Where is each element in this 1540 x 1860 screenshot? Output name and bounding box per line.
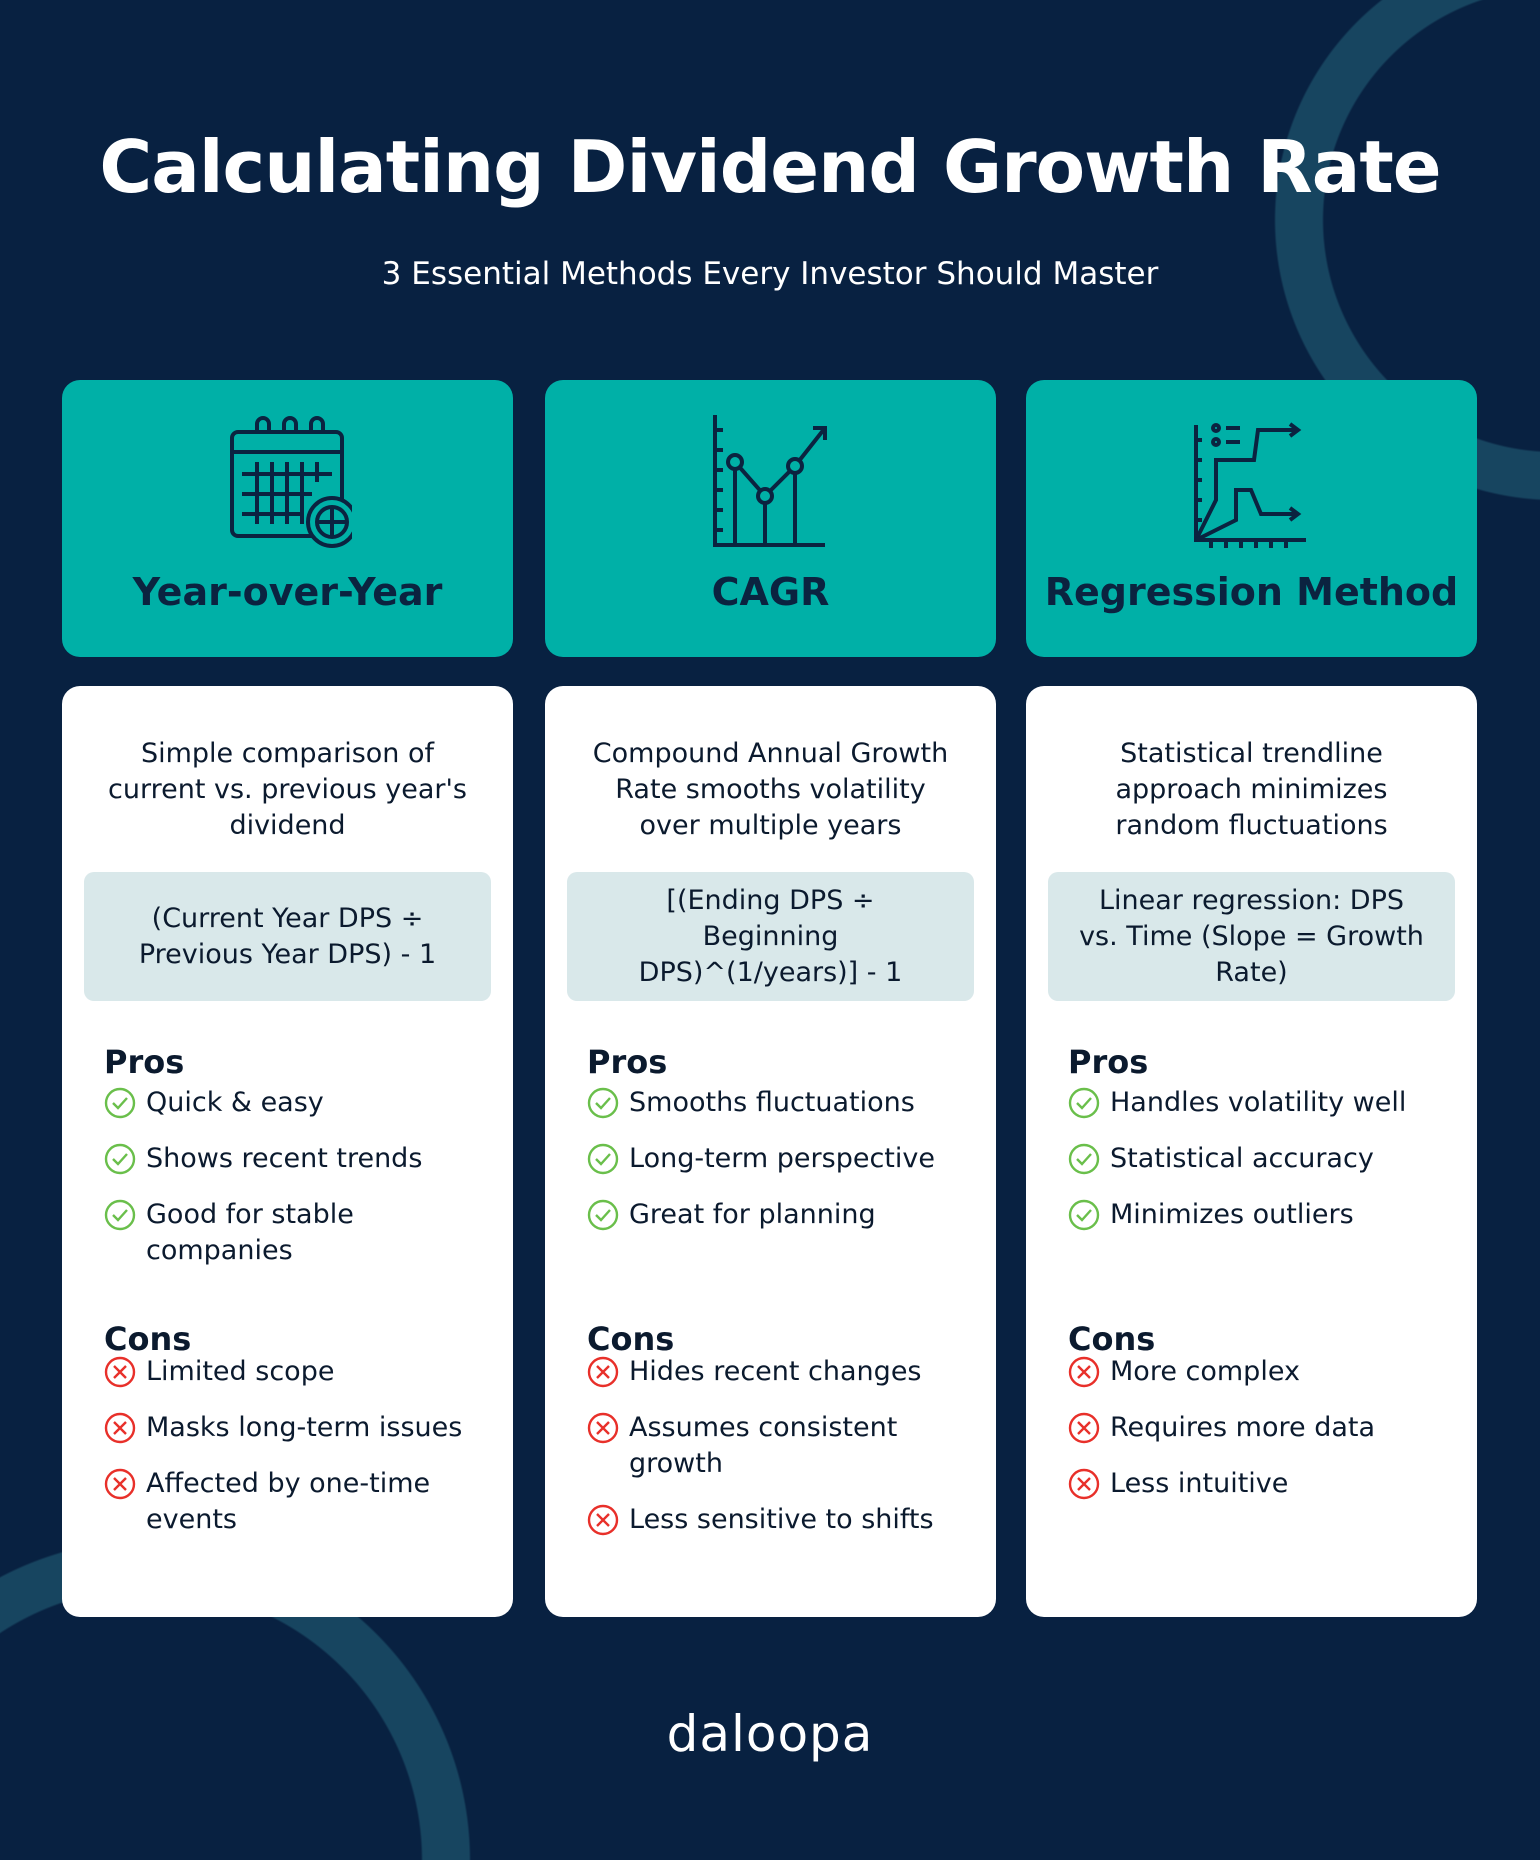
pro-item: Statistical accuracy <box>1068 1141 1455 1177</box>
x-circle-icon <box>104 1412 136 1444</box>
cons-heading: Cons <box>587 1320 675 1358</box>
x-circle-icon <box>587 1504 619 1536</box>
con-text: Hides recent changes <box>629 1356 922 1387</box>
pro-text: Handles volatility well <box>1110 1087 1407 1118</box>
con-text: Requires more data <box>1110 1412 1376 1443</box>
method-description: Simple comparison of current vs. previou… <box>108 738 467 841</box>
con-text: Less sensitive to shifts <box>629 1504 934 1535</box>
pros-heading: Pros <box>104 1043 185 1081</box>
x-circle-icon <box>104 1356 136 1388</box>
method-title: Regression Method <box>1044 570 1459 614</box>
pro-text: Good for stable companies <box>146 1199 354 1266</box>
pros-list: Smooths fluctuations Long-term perspectiv… <box>567 1085 974 1233</box>
con-item: Hides recent changes <box>587 1354 974 1390</box>
method-card-0: Simple comparison of current vs. previou… <box>62 686 513 1617</box>
con-text: Affected by one-time events <box>146 1468 431 1535</box>
check-circle-icon <box>587 1087 619 1119</box>
check-circle-icon <box>1068 1143 1100 1175</box>
con-item: Requires more data <box>1068 1410 1455 1446</box>
pro-text: Shows recent trends <box>146 1143 423 1174</box>
method-description: Compound Annual Growth Rate smooths vola… <box>592 738 949 841</box>
method-card-2: Statistical trendline approach minimizes… <box>1026 686 1477 1617</box>
x-circle-icon <box>104 1468 136 1500</box>
formula-box: (Current Year DPS ÷ Previous Year DPS) -… <box>84 872 491 1001</box>
cons-heading: Cons <box>104 1320 192 1358</box>
formula-box: [(Ending DPS ÷ Beginning DPS)^(1/years)]… <box>567 872 974 1001</box>
pro-item: Minimizes outliers <box>1068 1197 1455 1233</box>
pros-heading: Pros <box>587 1043 668 1081</box>
page-subtitle: 3 Essential Methods Every Investor Shoul… <box>381 256 1159 292</box>
pro-item: Great for planning <box>587 1197 974 1233</box>
con-text: Limited scope <box>146 1356 335 1387</box>
con-item: More complex <box>1068 1354 1455 1390</box>
x-circle-icon <box>1068 1468 1100 1500</box>
pro-item: Shows recent trends <box>104 1141 491 1177</box>
con-item: Assumes consistent growth <box>587 1410 974 1482</box>
x-circle-icon <box>587 1412 619 1444</box>
pros-heading: Pros <box>1068 1043 1149 1081</box>
x-circle-icon <box>587 1356 619 1388</box>
check-circle-icon <box>587 1143 619 1175</box>
cons-list: Hides recent changes Assumes consistent g… <box>567 1354 974 1558</box>
check-circle-icon <box>104 1143 136 1175</box>
page-title: Calculating Dividend Growth Rate <box>99 125 1441 209</box>
pro-item: Long-term perspective <box>587 1141 974 1177</box>
method-title: CAGR <box>711 570 830 614</box>
pro-item: Good for stable companies <box>104 1197 491 1269</box>
x-circle-icon <box>1068 1412 1100 1444</box>
check-circle-icon <box>1068 1199 1100 1231</box>
con-text: Masks long-term issues <box>146 1412 463 1443</box>
pro-text: Great for planning <box>629 1199 876 1230</box>
method-header-2: Regression Method <box>1026 380 1477 657</box>
con-text: Less intuitive <box>1110 1468 1289 1499</box>
pros-list: Quick & easy Shows recent trends Good for … <box>84 1085 491 1269</box>
pro-text: Quick & easy <box>146 1087 324 1118</box>
cons-list: Limited scope Masks long-term issues Affec… <box>84 1354 491 1558</box>
con-text: More complex <box>1110 1356 1300 1387</box>
check-circle-icon <box>104 1199 136 1231</box>
pro-text: Minimizes outliers <box>1110 1199 1354 1230</box>
con-item: Less intuitive <box>1068 1466 1455 1502</box>
formula-box: Linear regression: DPS vs. Time (Slope =… <box>1048 872 1455 1001</box>
cons-list: More complex Requires more data Less intui… <box>1048 1354 1455 1522</box>
method-description: Statistical trendline approach minimizes… <box>1115 738 1388 841</box>
method-header-1: CAGR <box>545 380 996 657</box>
con-item: Limited scope <box>104 1354 491 1390</box>
method-title: Year-over-Year <box>132 570 443 614</box>
pro-item: Smooths fluctuations <box>587 1085 974 1121</box>
check-circle-icon <box>1068 1087 1100 1119</box>
con-item: Less sensitive to shifts <box>587 1502 974 1538</box>
x-circle-icon <box>1068 1356 1100 1388</box>
pro-item: Quick & easy <box>104 1085 491 1121</box>
check-circle-icon <box>587 1199 619 1231</box>
method-card-1: Compound Annual Growth Rate smooths vola… <box>545 686 996 1617</box>
daloopa-logo: daloopa <box>666 1705 874 1763</box>
pro-text: Statistical accuracy <box>1110 1143 1374 1174</box>
check-circle-icon <box>104 1087 136 1119</box>
pro-item: Handles volatility well <box>1068 1085 1455 1121</box>
pro-text: Long-term perspective <box>629 1143 935 1174</box>
method-header-0: Year-over-Year <box>62 380 513 657</box>
cons-heading: Cons <box>1068 1320 1156 1358</box>
pro-text: Smooths fluctuations <box>629 1087 915 1118</box>
con-item: Masks long-term issues <box>104 1410 491 1446</box>
pros-list: Handles volatility well Statistical accur… <box>1048 1085 1455 1233</box>
con-text: Assumes consistent growth <box>629 1412 898 1479</box>
con-item: Affected by one-time events <box>104 1466 491 1538</box>
